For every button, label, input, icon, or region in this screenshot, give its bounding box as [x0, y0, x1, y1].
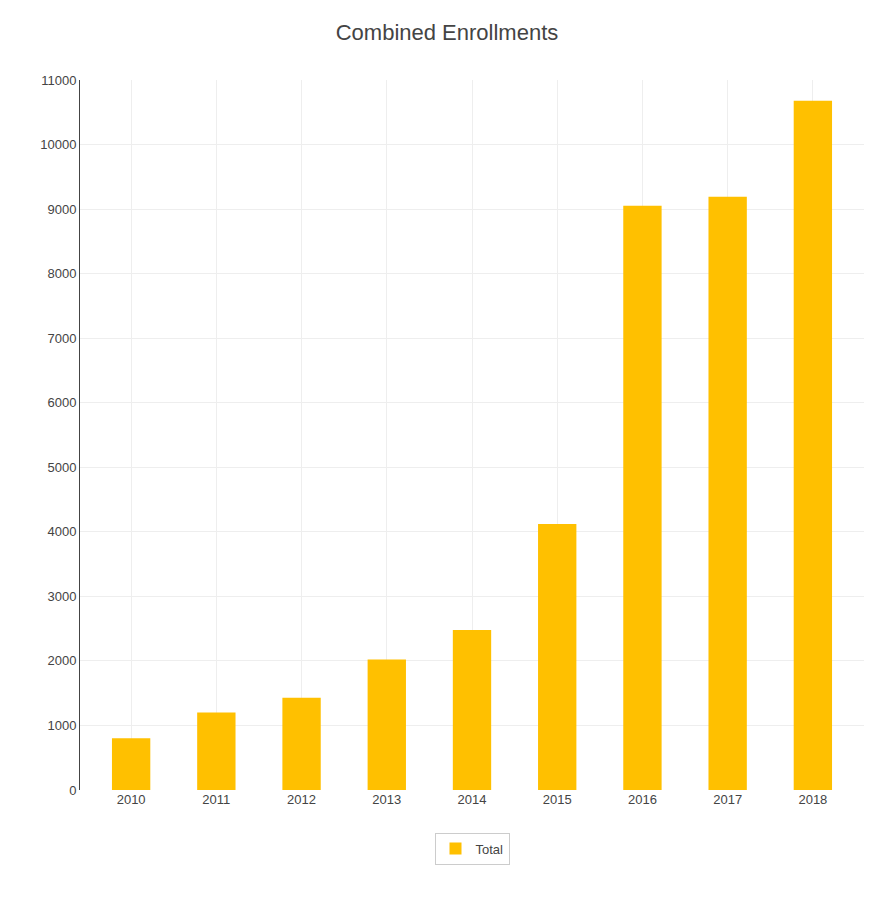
svg-text:2013: 2013: [372, 792, 401, 807]
svg-text:11000: 11000: [41, 73, 76, 88]
svg-text:3000: 3000: [47, 589, 76, 604]
svg-text:2011: 2011: [202, 792, 230, 807]
svg-text:5000: 5000: [47, 460, 76, 475]
svg-text:2017: 2017: [713, 792, 742, 807]
svg-text:2016: 2016: [628, 792, 657, 807]
svg-text:7000: 7000: [47, 331, 76, 346]
svg-text:1000: 1000: [47, 718, 76, 733]
svg-text:2014: 2014: [458, 792, 487, 807]
svg-text:2000: 2000: [47, 653, 76, 668]
svg-text:2012: 2012: [287, 792, 316, 807]
svg-text:9000: 9000: [47, 202, 76, 217]
svg-text:0: 0: [69, 783, 76, 798]
svg-text:Total: Total: [476, 842, 504, 857]
svg-text:8000: 8000: [47, 266, 76, 281]
svg-text:10000: 10000: [40, 137, 76, 152]
svg-text:2015: 2015: [543, 792, 572, 807]
svg-text:Combined Enrollments: Combined Enrollments: [336, 20, 559, 45]
svg-text:2018: 2018: [798, 792, 827, 807]
svg-text:4000: 4000: [47, 524, 76, 539]
svg-text:2010: 2010: [117, 792, 146, 807]
svg-text:6000: 6000: [47, 395, 76, 410]
